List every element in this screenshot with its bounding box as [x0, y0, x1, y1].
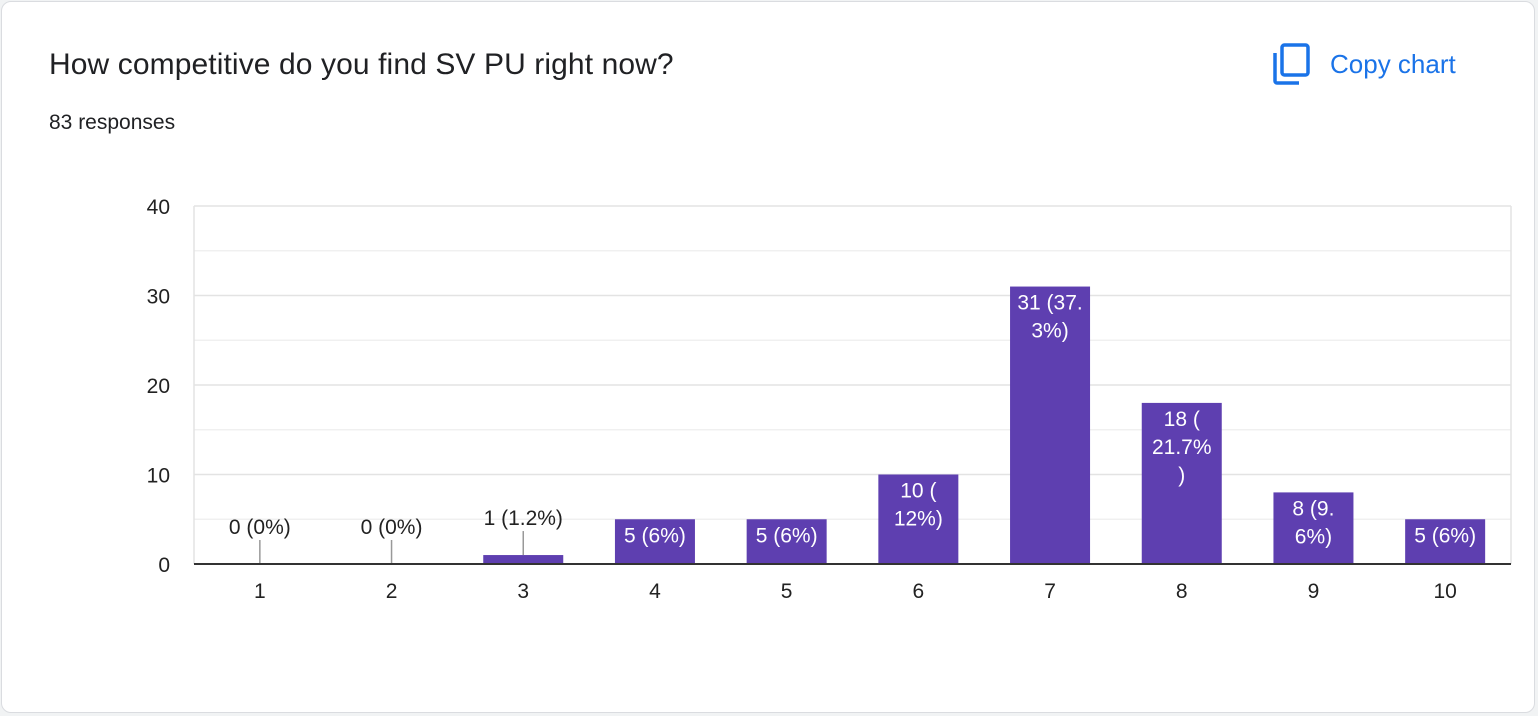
- bar[interactable]: [483, 555, 564, 564]
- x-tick-label: 3: [517, 580, 529, 603]
- data-label: 31 (37. 3%): [1017, 292, 1082, 343]
- data-label: 8 (9. 6%): [1292, 497, 1334, 548]
- bar[interactable]: [1273, 492, 1354, 564]
- data-label: 5 (6%): [624, 524, 686, 547]
- data-label: 1 (1.2%): [484, 507, 563, 530]
- data-label: 5 (6%): [1414, 524, 1476, 547]
- bar[interactable]: [614, 519, 695, 564]
- x-tick-label: 8: [1176, 580, 1188, 603]
- y-tick-label: 20: [147, 375, 170, 398]
- x-tick-label: 4: [649, 580, 661, 603]
- x-tick-label: 9: [1308, 580, 1320, 603]
- bar[interactable]: [1405, 519, 1486, 564]
- copy-chart-label: Copy chart: [1330, 48, 1456, 79]
- y-tick-label: 10: [147, 465, 170, 488]
- x-tick-label: 5: [781, 580, 793, 603]
- x-tick-label: 1: [254, 580, 266, 603]
- bar[interactable]: [1010, 286, 1091, 564]
- y-tick-label: 0: [158, 554, 170, 577]
- x-tick-label: 6: [913, 580, 925, 603]
- copy-icon: [1273, 43, 1310, 85]
- y-axis: 0 10 20 30 40: [147, 196, 170, 577]
- bar[interactable]: [1141, 402, 1222, 564]
- bar[interactable]: [746, 519, 827, 564]
- x-tick-label: 10: [1433, 580, 1456, 603]
- chart-title: How competitive do you find SV PU right …: [49, 48, 674, 81]
- data-label: 0 (0%): [361, 516, 423, 539]
- data-label: 18 (21.7%): [1152, 408, 1212, 487]
- bar[interactable]: [878, 474, 959, 565]
- copy-chart-button[interactable]: Copy chart: [1264, 38, 1464, 90]
- data-label: 10 (12%): [894, 480, 943, 531]
- y-tick-label: 40: [147, 196, 170, 219]
- data-label: 5 (6%): [756, 524, 818, 547]
- gridlines: [193, 205, 1512, 564]
- data-label: 0 (0%): [229, 516, 291, 539]
- x-tick-label: 7: [1044, 580, 1056, 603]
- bars: 0 (0%) 0 (0%) 1 (1.2%) 5 (6%) 5 (6%) 10 (12%)…: [229, 286, 1486, 565]
- x-tick-label: 2: [386, 580, 398, 603]
- response-count: 83 responses: [49, 111, 176, 134]
- y-tick-label: 30: [147, 286, 170, 309]
- x-axis: 1 2 3 4 5 6 7 8 9 10: [254, 580, 1457, 603]
